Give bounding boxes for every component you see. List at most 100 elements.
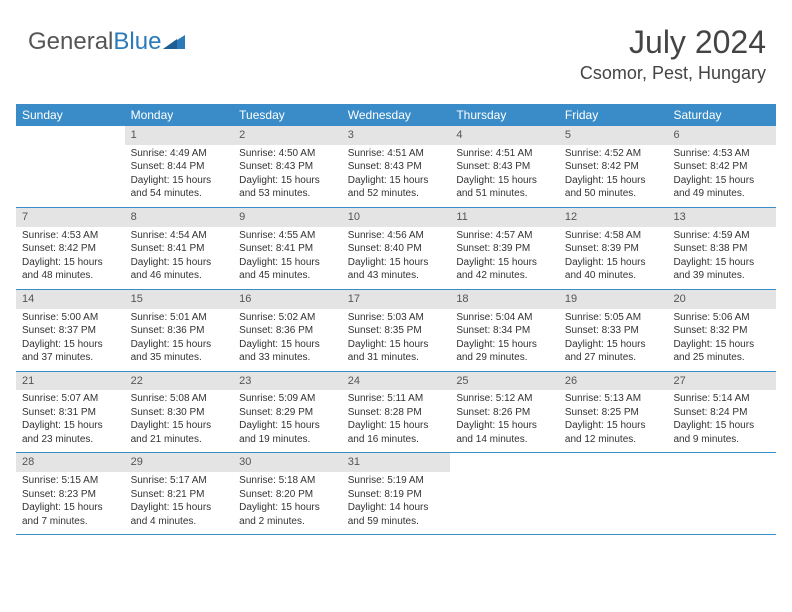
week-row: 1Sunrise: 4:49 AMSunset: 8:44 PMDaylight… bbox=[16, 126, 776, 208]
sunset-line: Sunset: 8:37 PM bbox=[22, 324, 119, 338]
weeks-container: 1Sunrise: 4:49 AMSunset: 8:44 PMDaylight… bbox=[16, 126, 776, 535]
day-body: Sunrise: 5:18 AMSunset: 8:20 PMDaylight:… bbox=[233, 472, 342, 534]
daylight-line: Daylight: 15 hours and 33 minutes. bbox=[239, 338, 336, 365]
day-body: Sunrise: 4:59 AMSunset: 8:38 PMDaylight:… bbox=[667, 227, 776, 289]
day-body: Sunrise: 5:00 AMSunset: 8:37 PMDaylight:… bbox=[16, 309, 125, 371]
logo-triangle-icon bbox=[163, 28, 185, 56]
sunrise-line: Sunrise: 5:04 AM bbox=[456, 311, 553, 325]
sunrise-line: Sunrise: 5:07 AM bbox=[22, 392, 119, 406]
day-number: 14 bbox=[16, 290, 125, 309]
daylight-line: Daylight: 15 hours and 7 minutes. bbox=[22, 501, 119, 528]
day-body: Sunrise: 5:05 AMSunset: 8:33 PMDaylight:… bbox=[559, 309, 668, 371]
day-body: Sunrise: 5:04 AMSunset: 8:34 PMDaylight:… bbox=[450, 309, 559, 371]
weekday-header: Sunday bbox=[16, 104, 125, 126]
sunrise-line: Sunrise: 5:15 AM bbox=[22, 474, 119, 488]
weekday-header: Thursday bbox=[450, 104, 559, 126]
day-body: Sunrise: 4:53 AMSunset: 8:42 PMDaylight:… bbox=[16, 227, 125, 289]
day-cell: 6Sunrise: 4:53 AMSunset: 8:42 PMDaylight… bbox=[667, 126, 776, 208]
daylight-line: Daylight: 15 hours and 25 minutes. bbox=[673, 338, 770, 365]
day-cell: 24Sunrise: 5:11 AMSunset: 8:28 PMDayligh… bbox=[342, 372, 451, 454]
daylight-line: Daylight: 15 hours and 35 minutes. bbox=[131, 338, 228, 365]
day-cell: 13Sunrise: 4:59 AMSunset: 8:38 PMDayligh… bbox=[667, 208, 776, 290]
day-body: Sunrise: 4:52 AMSunset: 8:42 PMDaylight:… bbox=[559, 145, 668, 207]
day-number: 16 bbox=[233, 290, 342, 309]
day-body: Sunrise: 5:08 AMSunset: 8:30 PMDaylight:… bbox=[125, 390, 234, 452]
day-body: Sunrise: 5:14 AMSunset: 8:24 PMDaylight:… bbox=[667, 390, 776, 452]
sunrise-line: Sunrise: 4:50 AM bbox=[239, 147, 336, 161]
sunrise-line: Sunrise: 4:51 AM bbox=[456, 147, 553, 161]
daylight-line: Daylight: 15 hours and 4 minutes. bbox=[131, 501, 228, 528]
sunset-line: Sunset: 8:36 PM bbox=[131, 324, 228, 338]
sunrise-line: Sunrise: 5:01 AM bbox=[131, 311, 228, 325]
sunset-line: Sunset: 8:40 PM bbox=[348, 242, 445, 256]
sunset-line: Sunset: 8:25 PM bbox=[565, 406, 662, 420]
sunrise-line: Sunrise: 5:08 AM bbox=[131, 392, 228, 406]
title-block: July 2024 Csomor, Pest, Hungary bbox=[580, 24, 766, 84]
logo-text-gray: General bbox=[28, 28, 113, 56]
day-number: 31 bbox=[342, 453, 451, 472]
day-body: Sunrise: 5:02 AMSunset: 8:36 PMDaylight:… bbox=[233, 309, 342, 371]
sunrise-line: Sunrise: 5:13 AM bbox=[565, 392, 662, 406]
sunrise-line: Sunrise: 5:14 AM bbox=[673, 392, 770, 406]
sunrise-line: Sunrise: 4:51 AM bbox=[348, 147, 445, 161]
sunset-line: Sunset: 8:41 PM bbox=[131, 242, 228, 256]
day-body: Sunrise: 4:57 AMSunset: 8:39 PMDaylight:… bbox=[450, 227, 559, 289]
day-body: Sunrise: 4:51 AMSunset: 8:43 PMDaylight:… bbox=[342, 145, 451, 207]
day-number: 4 bbox=[450, 126, 559, 145]
weekday-header: Monday bbox=[125, 104, 234, 126]
weekday-header-row: SundayMondayTuesdayWednesdayThursdayFrid… bbox=[16, 104, 776, 126]
daylight-line: Daylight: 15 hours and 27 minutes. bbox=[565, 338, 662, 365]
day-body: Sunrise: 5:07 AMSunset: 8:31 PMDaylight:… bbox=[16, 390, 125, 452]
day-body: Sunrise: 4:51 AMSunset: 8:43 PMDaylight:… bbox=[450, 145, 559, 207]
sunrise-line: Sunrise: 4:58 AM bbox=[565, 229, 662, 243]
day-cell: 11Sunrise: 4:57 AMSunset: 8:39 PMDayligh… bbox=[450, 208, 559, 290]
day-number: 1 bbox=[125, 126, 234, 145]
day-body: Sunrise: 4:55 AMSunset: 8:41 PMDaylight:… bbox=[233, 227, 342, 289]
day-body: Sunrise: 4:49 AMSunset: 8:44 PMDaylight:… bbox=[125, 145, 234, 207]
daylight-line: Daylight: 15 hours and 14 minutes. bbox=[456, 419, 553, 446]
sunrise-line: Sunrise: 4:53 AM bbox=[673, 147, 770, 161]
sunset-line: Sunset: 8:44 PM bbox=[131, 160, 228, 174]
day-cell: 10Sunrise: 4:56 AMSunset: 8:40 PMDayligh… bbox=[342, 208, 451, 290]
sunrise-line: Sunrise: 5:19 AM bbox=[348, 474, 445, 488]
sunset-line: Sunset: 8:21 PM bbox=[131, 488, 228, 502]
sunrise-line: Sunrise: 4:59 AM bbox=[673, 229, 770, 243]
day-cell: 14Sunrise: 5:00 AMSunset: 8:37 PMDayligh… bbox=[16, 290, 125, 372]
month-title: July 2024 bbox=[580, 24, 766, 61]
day-number: 9 bbox=[233, 208, 342, 227]
sunset-line: Sunset: 8:29 PM bbox=[239, 406, 336, 420]
sunset-line: Sunset: 8:20 PM bbox=[239, 488, 336, 502]
daylight-line: Daylight: 15 hours and 48 minutes. bbox=[22, 256, 119, 283]
day-cell: 12Sunrise: 4:58 AMSunset: 8:39 PMDayligh… bbox=[559, 208, 668, 290]
sunset-line: Sunset: 8:34 PM bbox=[456, 324, 553, 338]
daylight-line: Daylight: 15 hours and 40 minutes. bbox=[565, 256, 662, 283]
day-body: Sunrise: 4:54 AMSunset: 8:41 PMDaylight:… bbox=[125, 227, 234, 289]
sunrise-line: Sunrise: 5:11 AM bbox=[348, 392, 445, 406]
day-cell: 2Sunrise: 4:50 AMSunset: 8:43 PMDaylight… bbox=[233, 126, 342, 208]
daylight-line: Daylight: 15 hours and 43 minutes. bbox=[348, 256, 445, 283]
day-body: Sunrise: 4:58 AMSunset: 8:39 PMDaylight:… bbox=[559, 227, 668, 289]
day-number: 30 bbox=[233, 453, 342, 472]
day-number: 8 bbox=[125, 208, 234, 227]
day-number: 7 bbox=[16, 208, 125, 227]
week-row: 14Sunrise: 5:00 AMSunset: 8:37 PMDayligh… bbox=[16, 290, 776, 372]
sunrise-line: Sunrise: 5:03 AM bbox=[348, 311, 445, 325]
sunset-line: Sunset: 8:39 PM bbox=[565, 242, 662, 256]
sunset-line: Sunset: 8:43 PM bbox=[456, 160, 553, 174]
day-body: Sunrise: 4:53 AMSunset: 8:42 PMDaylight:… bbox=[667, 145, 776, 207]
week-row: 21Sunrise: 5:07 AMSunset: 8:31 PMDayligh… bbox=[16, 372, 776, 454]
calendar: SundayMondayTuesdayWednesdayThursdayFrid… bbox=[16, 104, 776, 535]
weekday-header: Friday bbox=[559, 104, 668, 126]
day-cell: 30Sunrise: 5:18 AMSunset: 8:20 PMDayligh… bbox=[233, 453, 342, 535]
day-cell: 16Sunrise: 5:02 AMSunset: 8:36 PMDayligh… bbox=[233, 290, 342, 372]
day-number: 13 bbox=[667, 208, 776, 227]
sunrise-line: Sunrise: 4:52 AM bbox=[565, 147, 662, 161]
sunset-line: Sunset: 8:42 PM bbox=[565, 160, 662, 174]
day-cell: 21Sunrise: 5:07 AMSunset: 8:31 PMDayligh… bbox=[16, 372, 125, 454]
sunrise-line: Sunrise: 4:54 AM bbox=[131, 229, 228, 243]
day-number: 17 bbox=[342, 290, 451, 309]
day-number: 24 bbox=[342, 372, 451, 391]
day-body: Sunrise: 5:15 AMSunset: 8:23 PMDaylight:… bbox=[16, 472, 125, 534]
day-body: Sunrise: 5:01 AMSunset: 8:36 PMDaylight:… bbox=[125, 309, 234, 371]
sunset-line: Sunset: 8:30 PM bbox=[131, 406, 228, 420]
